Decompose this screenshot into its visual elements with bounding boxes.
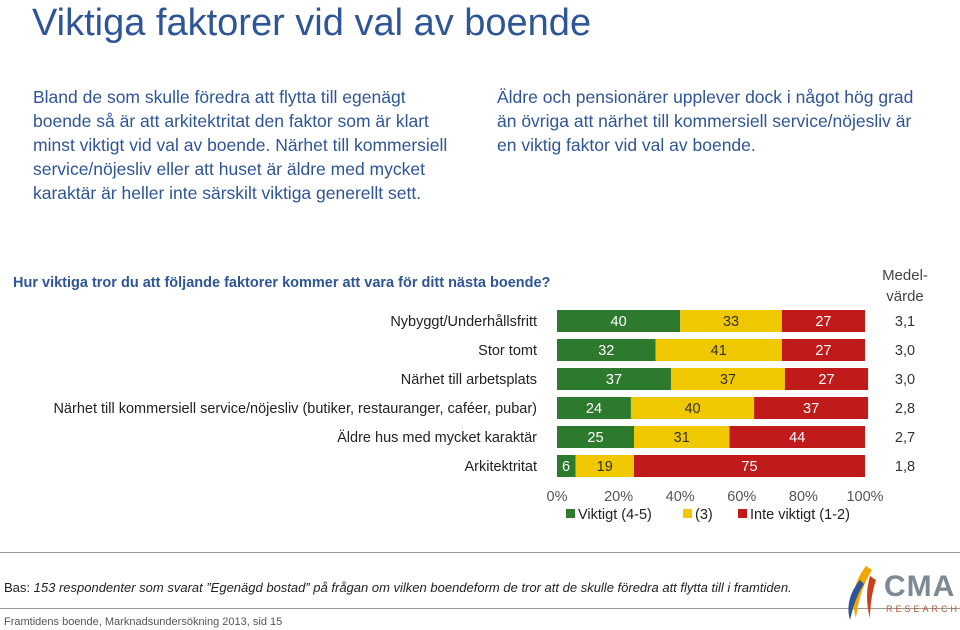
category-label: Närhet till kommersiell service/nöjesliv… <box>53 401 537 417</box>
category-label: Äldre hus med mycket karaktär <box>337 429 537 446</box>
bar-segment <box>557 339 656 361</box>
bar-segment <box>680 310 782 332</box>
footer-divider-bottom <box>0 608 960 609</box>
x-tick-label: 40% <box>666 489 695 505</box>
bar-segment <box>781 310 865 332</box>
category-label: Närhet till arbetsplats <box>401 372 537 388</box>
legend-swatch <box>738 509 747 518</box>
mean-value: 1,8 <box>895 459 915 475</box>
source-note: Framtidens boende, Marknadsundersökning … <box>4 616 283 628</box>
bar-segment <box>634 455 865 477</box>
base-note: Bas: 153 respondenter som svarat ”Egenäg… <box>4 580 792 595</box>
bar-segment <box>754 397 869 419</box>
page-title: Viktiga faktorer vid val av boende <box>32 2 592 44</box>
category-label: Nybyggt/Underhållsfritt <box>390 314 537 330</box>
legend-swatch <box>566 509 575 518</box>
legend-swatch <box>683 509 692 518</box>
bar-segment <box>634 426 730 448</box>
category-label: Stor tomt <box>478 343 537 359</box>
bar-segment <box>729 426 865 448</box>
data-label: 31 <box>674 430 690 446</box>
data-label: 40 <box>684 401 700 417</box>
bar-segment <box>575 455 634 477</box>
data-label: 37 <box>720 372 736 388</box>
bar-segment <box>557 455 576 477</box>
legend-label: Viktigt (4-5) <box>578 507 652 523</box>
x-tick-label: 100% <box>846 489 883 505</box>
data-label: 27 <box>815 343 831 359</box>
logo-text: CMA <box>884 570 956 603</box>
mean-column-header: Medel- värde <box>868 265 942 307</box>
x-tick-label: 60% <box>727 489 756 505</box>
legend-label: Inte viktigt (1-2) <box>750 507 850 523</box>
mean-value: 3,1 <box>895 314 915 330</box>
mean-value: 3,0 <box>895 372 915 388</box>
survey-question: Hur viktiga tror du att följande faktore… <box>13 275 551 291</box>
x-tick-label: 80% <box>789 489 818 505</box>
data-label: 32 <box>598 343 614 359</box>
intro-text-right: Äldre och pensionärer upplever dock i nå… <box>497 87 914 155</box>
category-label: Arkitektritat <box>464 459 537 475</box>
data-label: 6 <box>562 459 570 475</box>
bar-segment <box>630 397 755 419</box>
bar-segment <box>557 310 681 332</box>
intro-text-left: Bland de som skulle föredra att flytta t… <box>33 87 448 203</box>
bar-segment <box>557 426 634 448</box>
data-label: 37 <box>606 372 622 388</box>
data-label: 44 <box>789 430 805 446</box>
footer-divider-top <box>0 552 960 553</box>
data-label: 24 <box>586 401 602 417</box>
bar-segment <box>781 339 865 361</box>
data-label: 25 <box>587 430 603 446</box>
data-label: 37 <box>803 401 819 417</box>
bar-segment <box>557 368 671 390</box>
bar-segment <box>670 368 785 390</box>
data-label: 27 <box>818 372 834 388</box>
data-label: 19 <box>597 459 613 475</box>
data-label: 27 <box>815 314 831 330</box>
x-tick-label: 0% <box>547 489 568 505</box>
bar-segment <box>557 397 631 419</box>
x-tick-label: 20% <box>604 489 633 505</box>
data-label: 33 <box>723 314 739 330</box>
logo-subtext: RESEARCH <box>886 604 960 614</box>
mean-value: 2,7 <box>895 430 915 446</box>
mean-header-line1: Medel- <box>882 267 928 284</box>
mean-header-line2: värde <box>886 288 924 305</box>
bar-segment <box>784 368 869 390</box>
data-label: 75 <box>741 459 757 475</box>
cma-logo-icon <box>848 566 876 620</box>
mean-value: 2,8 <box>895 401 915 417</box>
bar-segment <box>655 339 782 361</box>
base-label: Bas: <box>4 580 31 595</box>
base-text: 153 respondenter som svarat ”Egenägd bos… <box>33 580 792 595</box>
data-label: 41 <box>711 343 727 359</box>
data-label: 40 <box>611 314 627 330</box>
mean-value: 3,0 <box>895 343 915 359</box>
legend-label: (3) <box>695 507 713 523</box>
